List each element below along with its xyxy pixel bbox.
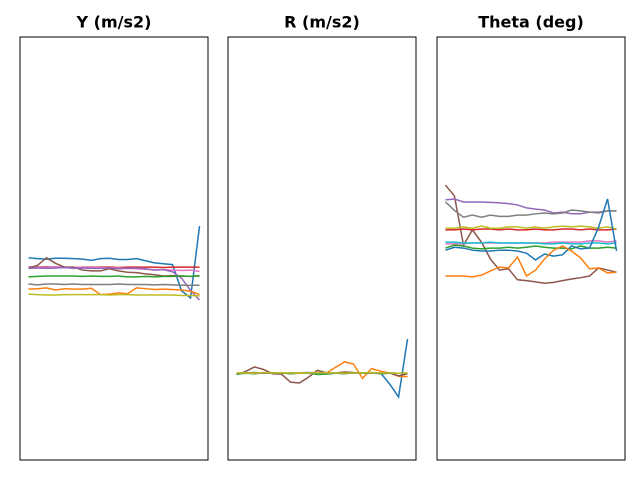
series-line [445,241,617,245]
series-line [28,266,201,301]
series-line [28,274,200,278]
series-line [444,201,617,219]
series-line [445,198,618,261]
series-line [28,293,200,297]
series-line [445,225,617,230]
series-line [28,256,200,278]
series-line [444,184,617,284]
plot-area [236,338,409,399]
plot-area [28,225,201,301]
series-line [445,228,617,231]
series-line [28,287,200,296]
subplot-title: Y (m/s2) [76,13,152,32]
series-line [28,283,200,287]
subplot-title: R (m/s2) [284,13,360,32]
series-line [28,225,201,300]
series-line [445,245,617,278]
subplot-title: Theta (deg) [478,13,584,32]
plot-area [444,184,618,284]
axes-frame [227,36,417,461]
series-line [236,371,408,375]
series-line [236,338,409,399]
axes-frame [19,36,209,461]
series-line [236,361,408,380]
axes-frame [436,36,626,461]
